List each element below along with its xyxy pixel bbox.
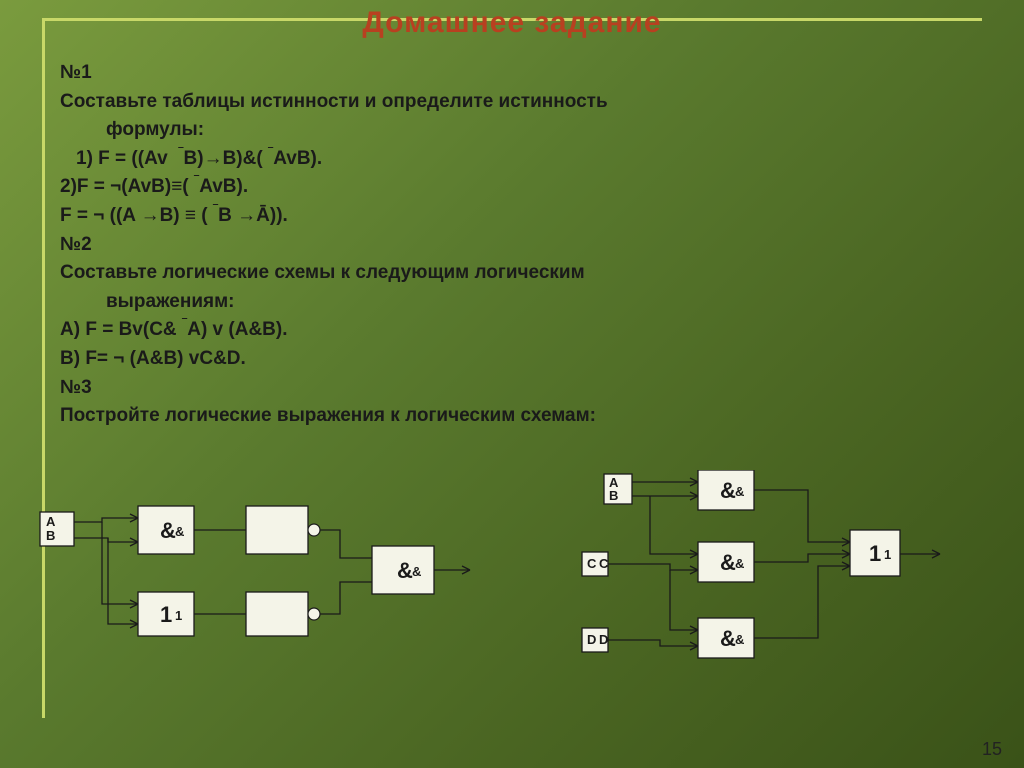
task-num-3: №3 xyxy=(60,375,980,402)
formula-b: В) F= ¬ (A&B) vC&D. xyxy=(60,346,980,373)
fa-part2: A) v (A&B). xyxy=(187,319,287,340)
page-number: 15 xyxy=(982,739,1002,760)
f3-part2: B →Ā)). xyxy=(218,205,288,226)
svg-text:&: & xyxy=(175,524,184,539)
task-num-1: №1 xyxy=(60,60,980,87)
svg-text:1: 1 xyxy=(884,547,891,562)
svg-text:&: & xyxy=(720,478,736,503)
formula-3: F = ¬ ((A →B) ≡ ( B →Ā)). xyxy=(60,203,980,230)
slide-title: Домашнее задание xyxy=(0,6,1024,40)
task2-line2: выражениям: xyxy=(60,289,980,316)
task-num-2: №2 xyxy=(60,232,980,259)
task1-line2: формулы: xyxy=(60,117,980,144)
f1-part2: B)→B)&( xyxy=(184,148,263,169)
svg-text:А: А xyxy=(46,514,56,529)
content-block: №1 Составьте таблицы истинности и опреде… xyxy=(60,60,980,432)
logic-diagram-2: АВССDD&&&&&&11 xyxy=(560,470,1000,730)
svg-text:&: & xyxy=(735,484,744,499)
f1-part3: AvB). xyxy=(273,148,322,169)
svg-text:D: D xyxy=(599,632,608,647)
svg-text:&: & xyxy=(735,556,744,571)
formula-2: 2)F = ¬(AvB)≡( AvB). xyxy=(60,174,980,201)
svg-text:В: В xyxy=(46,528,55,543)
svg-text:С: С xyxy=(587,556,597,571)
f2-part2: AvB). xyxy=(199,176,248,197)
task2-line1: Составьте логические схемы к следующим л… xyxy=(60,260,980,287)
svg-text:1: 1 xyxy=(869,541,881,566)
formula-a: А) F = Bv(C& A) v (A&B). xyxy=(60,317,980,344)
logic-diagram-1: АВ&&11&& xyxy=(30,484,542,704)
fa-part1: А) F = Bv(C& xyxy=(60,319,177,340)
svg-text:&: & xyxy=(397,558,413,583)
svg-text:С: С xyxy=(599,556,609,571)
svg-text:1: 1 xyxy=(160,602,172,627)
svg-text:D: D xyxy=(587,632,596,647)
f1-part1: 1) F = ((Av xyxy=(76,148,168,169)
svg-text:&: & xyxy=(720,626,736,651)
svg-text:&: & xyxy=(720,550,736,575)
f2-part1: 2)F = ¬(AvB)≡( xyxy=(60,176,189,197)
task3-line1: Постройте логические выражения к логичес… xyxy=(60,403,980,430)
svg-text:1: 1 xyxy=(175,608,182,623)
svg-text:&: & xyxy=(735,632,744,647)
f3-part1: F = ¬ ((A →B) ≡ ( xyxy=(60,205,208,226)
svg-text:&: & xyxy=(160,518,176,543)
svg-text:&: & xyxy=(412,564,421,579)
svg-text:В: В xyxy=(609,488,618,503)
formula-1: 1) F = ((Av B)→B)&( AvB). xyxy=(60,146,980,173)
task1-line1: Составьте таблицы истинности и определит… xyxy=(60,89,980,116)
